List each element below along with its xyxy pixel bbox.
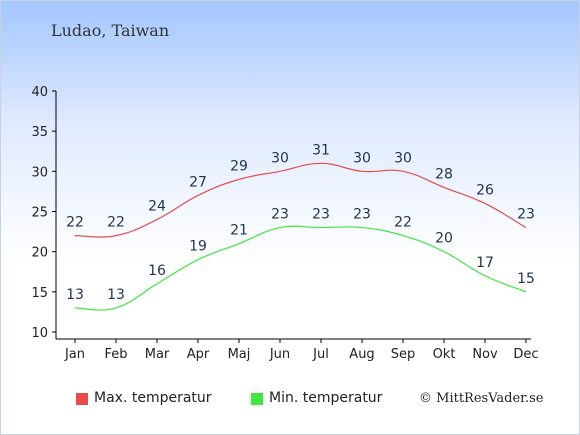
x-tick-label: Sep bbox=[391, 347, 416, 362]
legend-swatch-min bbox=[251, 393, 263, 405]
min-data-label: 16 bbox=[148, 263, 166, 279]
max-data-label: 30 bbox=[394, 150, 412, 166]
site-credit: © MittResVader.se bbox=[419, 391, 544, 406]
min-data-label: 23 bbox=[353, 207, 371, 223]
max-data-label: 22 bbox=[66, 215, 84, 231]
max-data-label: 24 bbox=[148, 199, 166, 215]
y-tick-label: 10 bbox=[31, 326, 48, 341]
x-tick-label: Feb bbox=[104, 347, 127, 362]
y-tick-label: 35 bbox=[31, 125, 48, 140]
location-title: Ludao, Taiwan bbox=[51, 21, 170, 40]
legend-swatch-max bbox=[76, 393, 88, 405]
max-data-label: 31 bbox=[312, 142, 330, 158]
y-tick-label: 20 bbox=[31, 246, 48, 261]
x-tick-label: Jan bbox=[64, 347, 85, 362]
x-tick-label: Aug bbox=[349, 347, 374, 362]
x-tick-label: Dec bbox=[513, 347, 538, 362]
min-data-label: 23 bbox=[271, 207, 289, 223]
max-temperature-line bbox=[74, 162, 527, 238]
max-data-label: 30 bbox=[271, 150, 289, 166]
min-data-label: 15 bbox=[517, 271, 535, 287]
min-data-label: 20 bbox=[435, 231, 453, 247]
min-data-label: 13 bbox=[107, 287, 125, 303]
x-tick-label: Maj bbox=[228, 347, 251, 362]
y-tick-label: 40 bbox=[31, 85, 48, 100]
max-data-label: 27 bbox=[189, 174, 207, 190]
y-tick-label: 15 bbox=[31, 286, 48, 301]
y-tick-label: 30 bbox=[31, 165, 48, 180]
min-data-label: 17 bbox=[476, 255, 494, 271]
min-temperature-line bbox=[74, 225, 527, 311]
x-tick-label: Nov bbox=[472, 347, 498, 362]
max-data-label: 22 bbox=[107, 215, 125, 231]
legend-label-max: Max. temperatur bbox=[94, 390, 212, 406]
x-tick-label: Mar bbox=[145, 347, 170, 362]
max-data-label: 30 bbox=[353, 150, 371, 166]
max-data-label: 28 bbox=[435, 166, 453, 182]
min-data-label: 21 bbox=[230, 223, 248, 239]
max-data-label: 26 bbox=[476, 182, 494, 198]
max-data-label: 29 bbox=[230, 158, 248, 174]
min-data-label: 19 bbox=[189, 239, 207, 255]
min-data-label: 13 bbox=[66, 287, 84, 303]
x-tick-label: Jun bbox=[269, 347, 290, 362]
x-tick-label: Okt bbox=[433, 347, 456, 362]
x-tick-label: Jul bbox=[312, 347, 329, 362]
y-tick-label: 25 bbox=[31, 206, 48, 221]
x-tick-label: Apr bbox=[187, 347, 210, 362]
min-data-label: 22 bbox=[394, 215, 412, 231]
legend-label-min: Min. temperatur bbox=[269, 390, 383, 406]
min-data-label: 23 bbox=[312, 207, 330, 223]
max-data-label: 23 bbox=[517, 207, 535, 223]
